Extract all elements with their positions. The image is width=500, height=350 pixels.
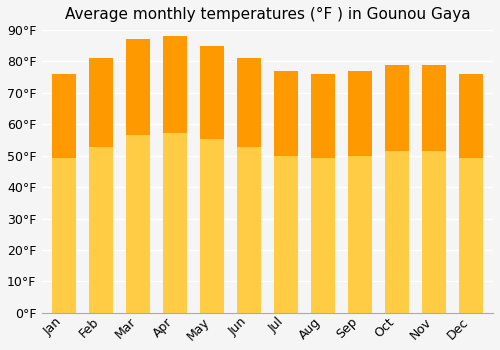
- Bar: [52, 74, 76, 313]
- Bar: [89, 58, 113, 147]
- Bar: [311, 74, 335, 158]
- Bar: [274, 71, 298, 313]
- Bar: [274, 71, 298, 155]
- Bar: [89, 58, 113, 313]
- Bar: [163, 36, 187, 313]
- Bar: [237, 58, 261, 313]
- Bar: [348, 71, 372, 313]
- Bar: [52, 74, 76, 313]
- Bar: [459, 74, 483, 313]
- Bar: [274, 71, 298, 313]
- Bar: [163, 36, 187, 313]
- Bar: [422, 65, 446, 313]
- Bar: [89, 58, 113, 313]
- Bar: [385, 65, 409, 152]
- Bar: [237, 58, 261, 313]
- Bar: [163, 36, 187, 133]
- Bar: [200, 46, 224, 313]
- Bar: [348, 71, 372, 155]
- Bar: [385, 65, 409, 313]
- Bar: [385, 65, 409, 313]
- Bar: [422, 65, 446, 313]
- Bar: [126, 40, 150, 313]
- Bar: [200, 46, 224, 139]
- Bar: [126, 40, 150, 313]
- Bar: [422, 65, 446, 152]
- Bar: [459, 74, 483, 158]
- Bar: [311, 74, 335, 313]
- Title: Average monthly temperatures (°F ) in Gounou Gaya: Average monthly temperatures (°F ) in Go…: [64, 7, 470, 22]
- Bar: [126, 40, 150, 135]
- Bar: [311, 74, 335, 313]
- Bar: [52, 74, 76, 158]
- Bar: [200, 46, 224, 313]
- Bar: [348, 71, 372, 313]
- Bar: [459, 74, 483, 313]
- Bar: [237, 58, 261, 147]
